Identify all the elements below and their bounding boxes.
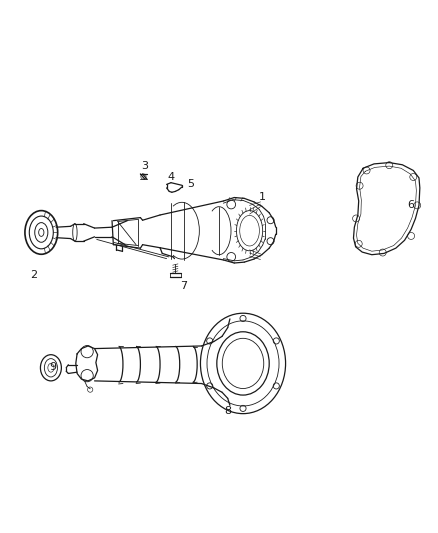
Text: 2: 2 xyxy=(30,270,37,280)
Text: 5: 5 xyxy=(187,180,194,189)
Text: 1: 1 xyxy=(259,192,266,201)
Text: 8: 8 xyxy=(224,406,231,416)
Text: 4: 4 xyxy=(167,172,174,182)
Text: 7: 7 xyxy=(180,281,187,291)
Text: 9: 9 xyxy=(49,362,57,372)
Text: 3: 3 xyxy=(141,161,148,171)
Text: 6: 6 xyxy=(408,200,415,211)
